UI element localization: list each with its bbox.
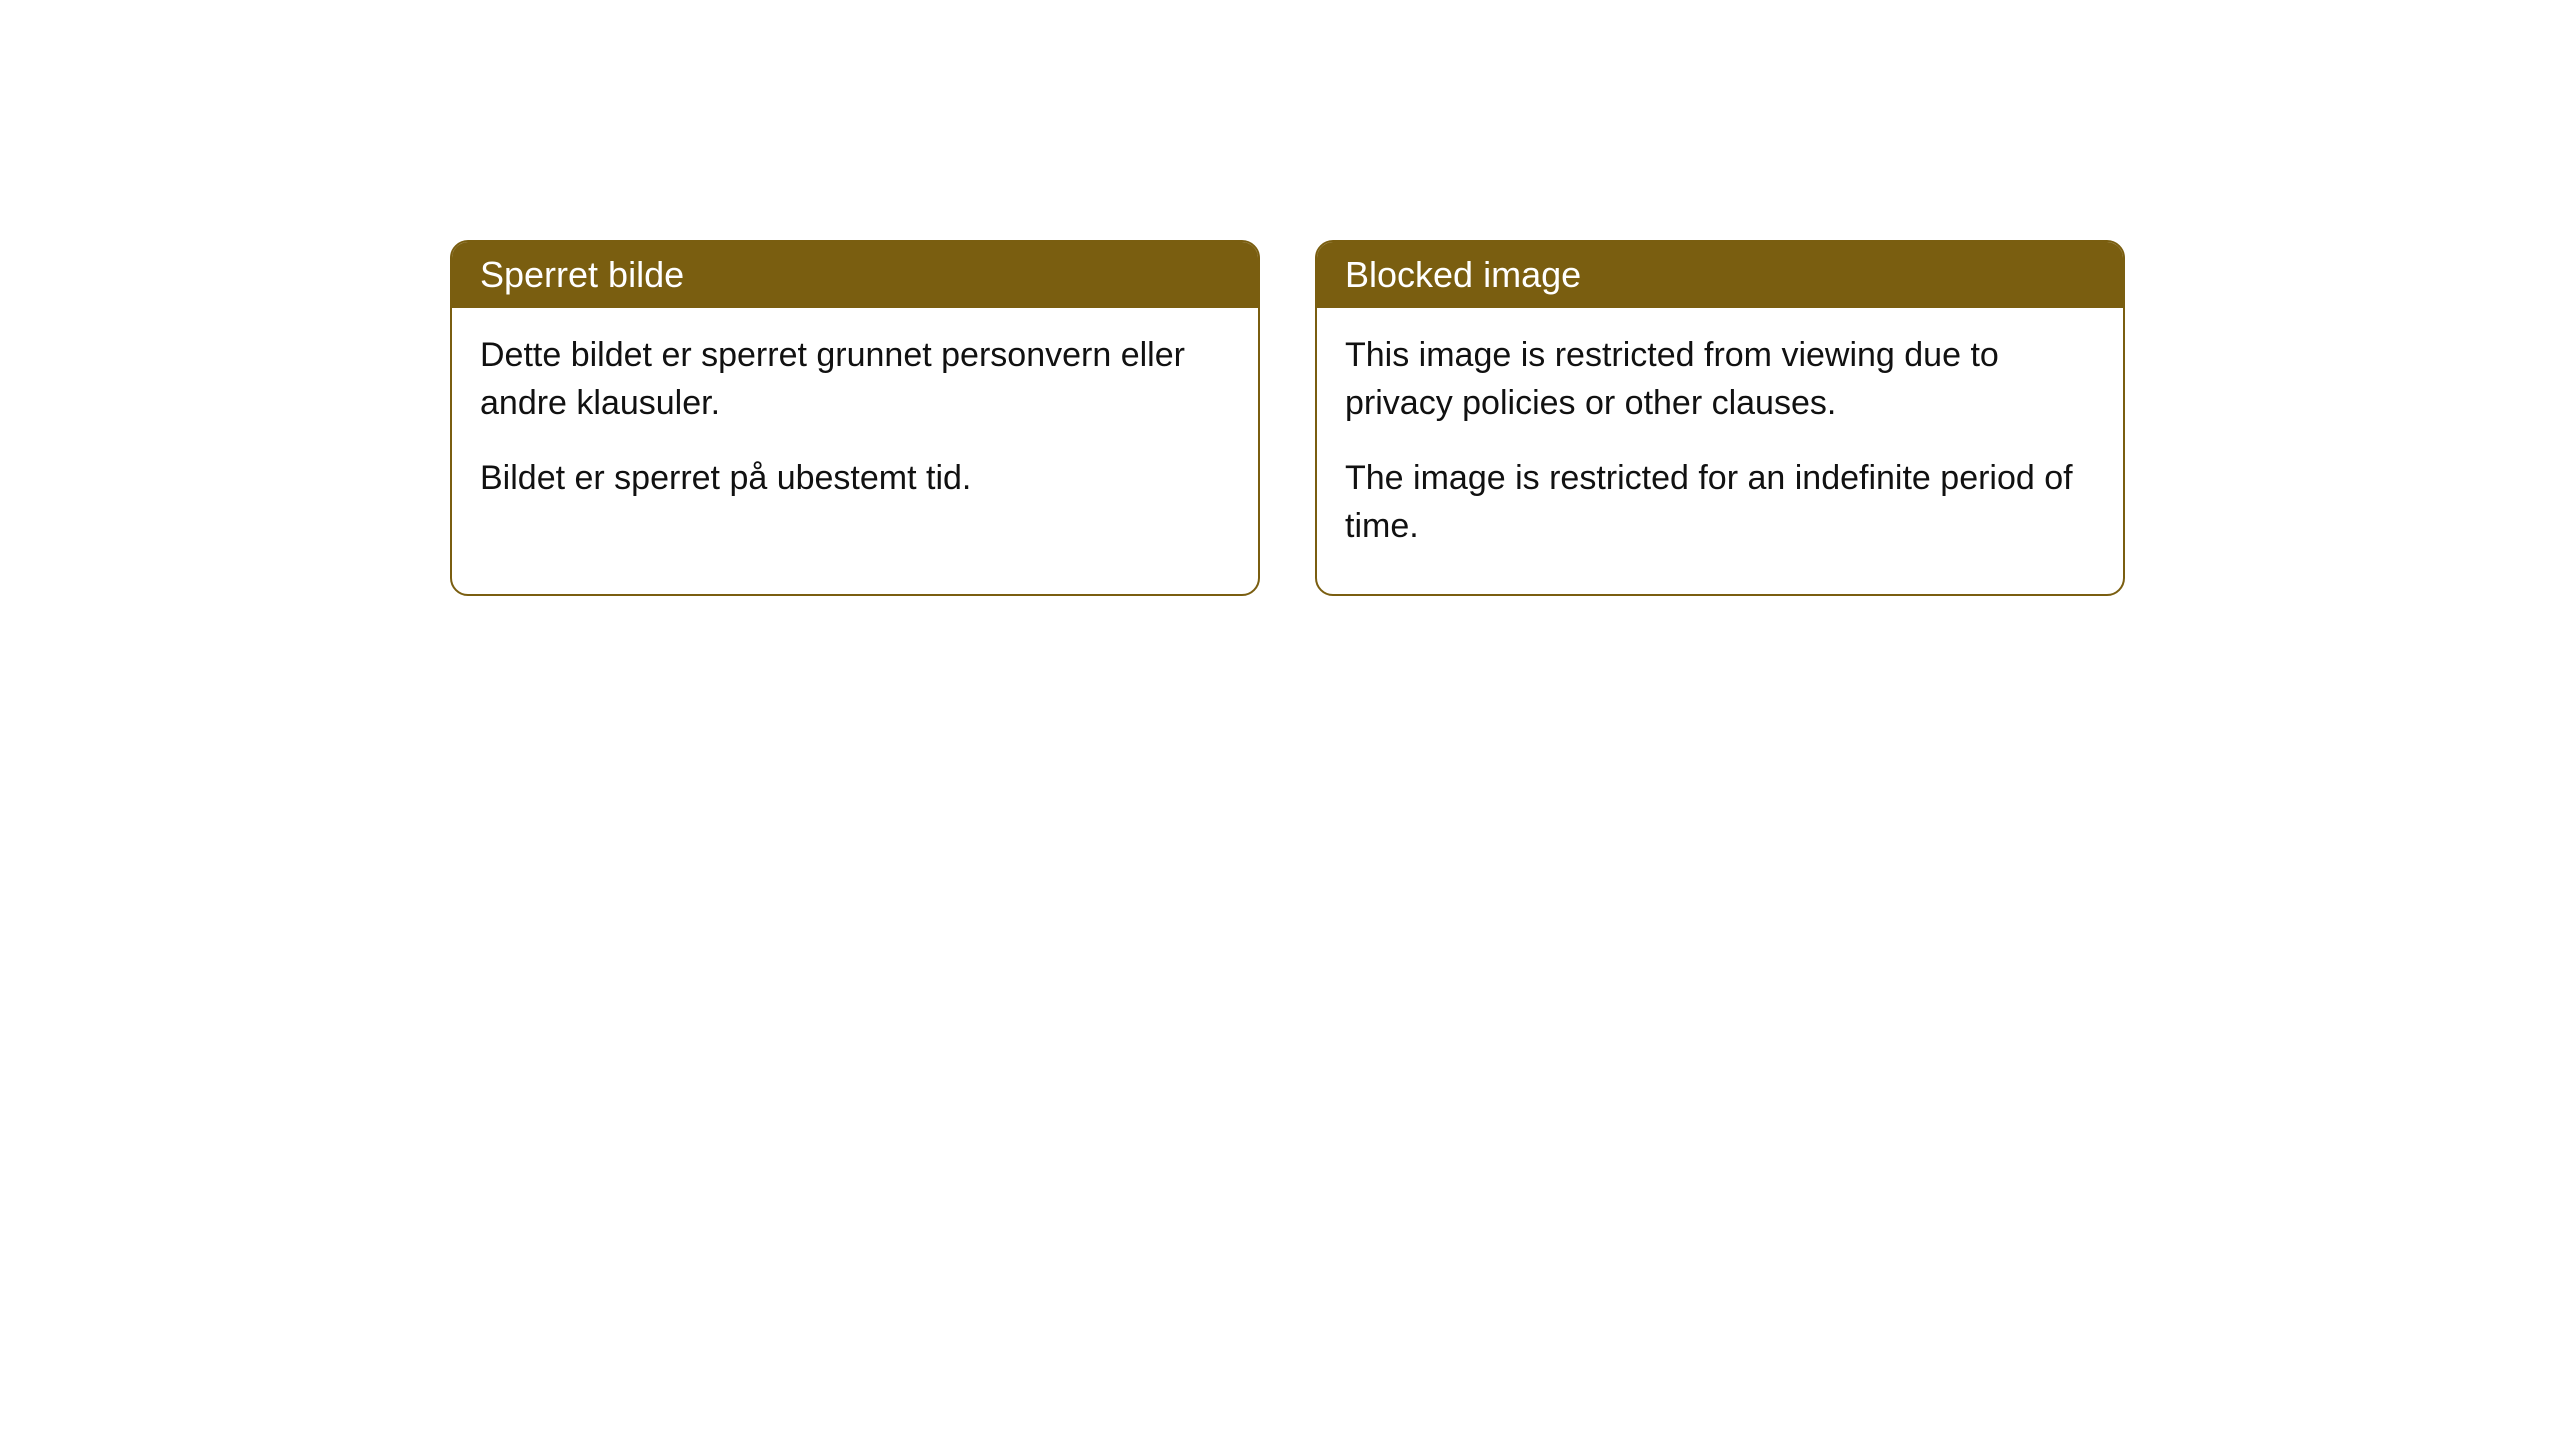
card-title: Sperret bilde <box>480 254 684 295</box>
card-body: Dette bildet er sperret grunnet personve… <box>452 308 1258 547</box>
card-paragraph: Bildet er sperret på ubestemt tid. <box>480 455 1230 503</box>
card-body: This image is restricted from viewing du… <box>1317 308 2123 594</box>
card-header: Blocked image <box>1317 242 2123 308</box>
notice-container: Sperret bilde Dette bildet er sperret gr… <box>450 240 2125 596</box>
card-paragraph: The image is restricted for an indefinit… <box>1345 455 2095 550</box>
card-title: Blocked image <box>1345 254 1581 295</box>
blocked-image-card-no: Sperret bilde Dette bildet er sperret gr… <box>450 240 1260 596</box>
card-header: Sperret bilde <box>452 242 1258 308</box>
blocked-image-card-en: Blocked image This image is restricted f… <box>1315 240 2125 596</box>
card-paragraph: Dette bildet er sperret grunnet personve… <box>480 332 1230 427</box>
card-paragraph: This image is restricted from viewing du… <box>1345 332 2095 427</box>
